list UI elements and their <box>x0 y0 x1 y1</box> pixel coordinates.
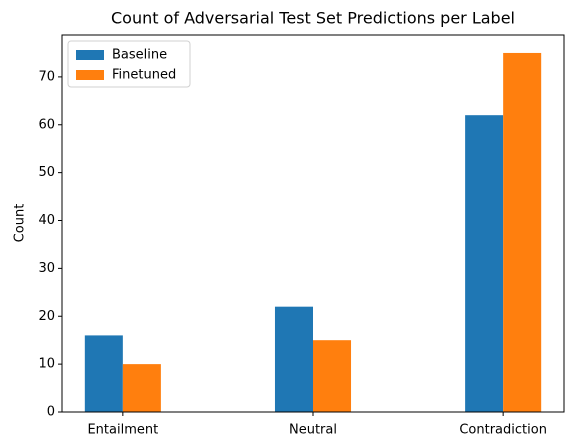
y-axis-label: Count <box>13 204 28 243</box>
x-tick-label: Contradiction <box>459 423 547 435</box>
legend-label: Baseline <box>112 48 167 63</box>
bar <box>313 340 352 412</box>
chart-title: Count of Adversarial Test Set Prediction… <box>111 9 515 28</box>
axes-frame <box>61 34 565 413</box>
bar <box>503 52 542 412</box>
y-tick-label: 0 <box>47 405 55 420</box>
legend-swatch <box>76 50 104 60</box>
y-tick-label: 60 <box>38 117 55 132</box>
legend-swatch <box>76 70 104 80</box>
y-tick-label: 20 <box>38 309 55 324</box>
y-tick-label: 40 <box>38 213 55 228</box>
bar <box>122 364 161 412</box>
legend-label: Finetuned <box>112 68 176 83</box>
y-tick-label: 50 <box>38 165 55 180</box>
bar <box>84 335 123 412</box>
y-tick-label: 30 <box>38 261 55 276</box>
x-tick-label: Neutral <box>289 423 337 435</box>
bar <box>465 115 504 412</box>
y-tick-label: 10 <box>38 357 55 372</box>
y-tick-label: 70 <box>38 69 55 84</box>
x-tick-label: Entailment <box>87 423 158 435</box>
bar <box>274 306 313 412</box>
